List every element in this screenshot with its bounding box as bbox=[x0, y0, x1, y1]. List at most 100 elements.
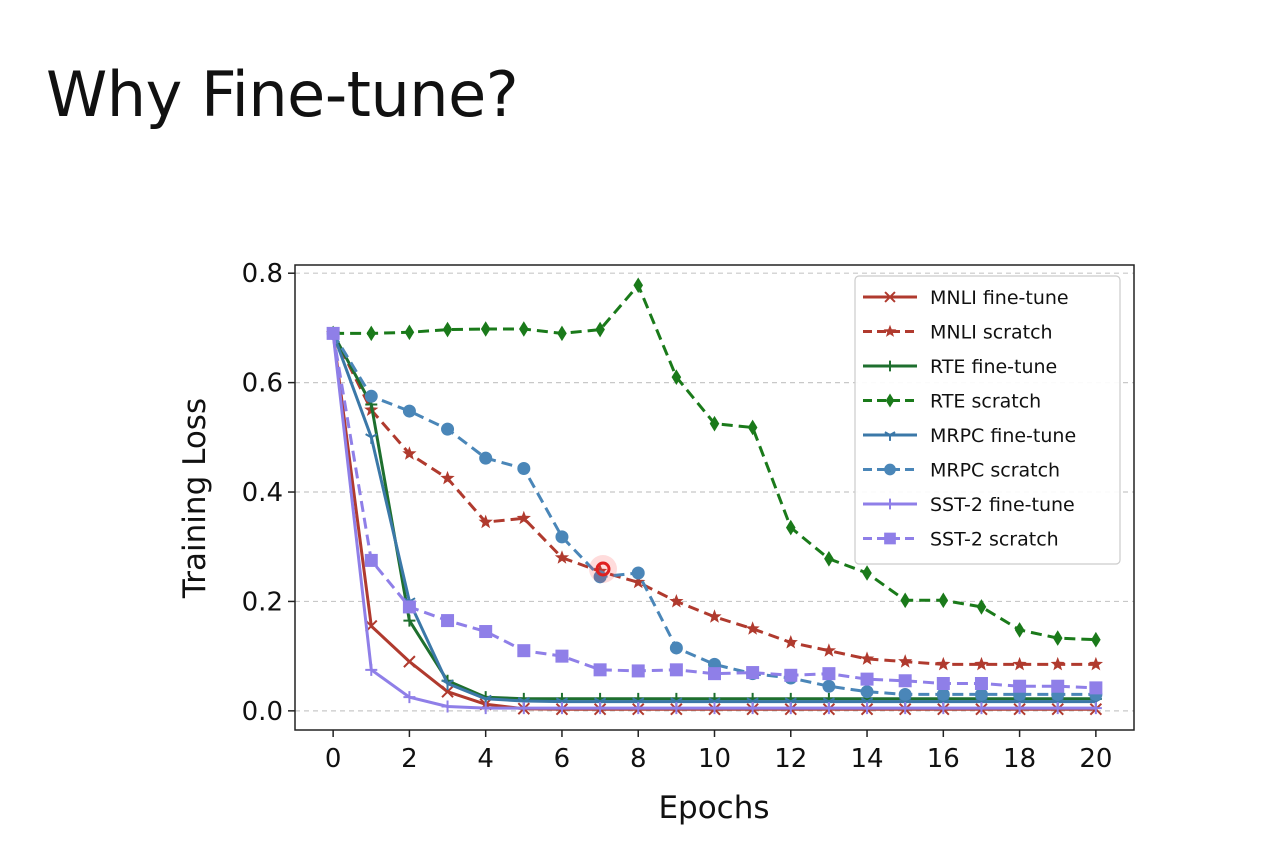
legend-label: SST-2 scratch bbox=[930, 529, 1059, 551]
series-line bbox=[331, 333, 1096, 690]
legend-entry: MNLI fine-tune bbox=[863, 287, 1069, 309]
data-point bbox=[860, 672, 874, 686]
legend-label: MNLI scratch bbox=[930, 322, 1053, 344]
legend-label: SST-2 fine-tune bbox=[930, 494, 1075, 516]
data-point bbox=[1088, 656, 1103, 671]
data-point bbox=[784, 702, 797, 715]
data-point bbox=[441, 422, 455, 436]
data-point bbox=[404, 324, 415, 341]
data-point bbox=[862, 565, 872, 581]
data-point bbox=[365, 663, 378, 676]
y-tick-label: 0.0 bbox=[242, 697, 283, 727]
legend-entry: MRPC scratch bbox=[863, 460, 1060, 482]
data-point bbox=[974, 687, 988, 701]
data-point bbox=[364, 553, 378, 567]
data-point bbox=[746, 666, 760, 680]
data-point bbox=[821, 643, 836, 657]
series-line bbox=[331, 332, 1096, 696]
data-point bbox=[479, 702, 492, 715]
data-point bbox=[440, 470, 455, 485]
data-point bbox=[1052, 630, 1063, 646]
data-point bbox=[517, 702, 530, 715]
data-point bbox=[976, 599, 987, 615]
data-point bbox=[669, 641, 683, 655]
data-point bbox=[402, 404, 416, 418]
x-tick-label: 16 bbox=[927, 744, 960, 774]
data-point bbox=[557, 325, 567, 342]
data-point bbox=[822, 679, 836, 693]
data-point bbox=[899, 702, 912, 715]
x-tick-label: 4 bbox=[477, 744, 494, 774]
tick-layer: 0 2 4 6 8 10 12 14 16 18 20 0.0 0.2 0.4 0.6 0.8 bbox=[242, 259, 1113, 774]
data-point bbox=[884, 431, 896, 441]
data-point bbox=[936, 656, 951, 671]
data-point bbox=[441, 685, 454, 698]
data-point bbox=[517, 462, 531, 476]
x-tick-label: 6 bbox=[554, 744, 571, 774]
data-point bbox=[747, 419, 758, 436]
data-point bbox=[403, 614, 416, 627]
data-point bbox=[900, 592, 910, 609]
data-point bbox=[441, 679, 454, 690]
data-point bbox=[1013, 702, 1026, 715]
x-tick-label: 20 bbox=[1079, 744, 1112, 774]
data-point bbox=[403, 655, 416, 668]
data-point bbox=[822, 702, 835, 715]
data-point bbox=[1051, 679, 1065, 693]
data-point bbox=[594, 702, 607, 715]
data-point bbox=[479, 625, 493, 639]
data-point bbox=[884, 360, 896, 372]
x-axis-label: Epochs bbox=[658, 790, 769, 826]
data-point bbox=[479, 451, 493, 465]
x-tick-label: 18 bbox=[1003, 744, 1036, 774]
data-point bbox=[785, 519, 796, 536]
y-tick-label: 0.2 bbox=[242, 587, 283, 617]
data-point bbox=[364, 389, 378, 403]
data-point bbox=[441, 700, 454, 713]
legend-entry: MRPC fine-tune bbox=[863, 425, 1076, 447]
legend-entry: SST-2 fine-tune bbox=[863, 494, 1075, 516]
y-tick-label: 0.6 bbox=[242, 369, 283, 399]
slide-title: Why Fine-tune? bbox=[46, 58, 519, 131]
data-point bbox=[898, 687, 912, 701]
data-point bbox=[632, 702, 645, 715]
legend-entry: SST-2 scratch bbox=[863, 529, 1059, 551]
x-tick-label: 8 bbox=[630, 744, 647, 774]
data-point bbox=[975, 702, 988, 715]
data-point bbox=[402, 600, 416, 614]
x-tick-label: 12 bbox=[774, 744, 807, 774]
data-point bbox=[824, 550, 834, 567]
legend-label: MRPC scratch bbox=[930, 460, 1060, 482]
data-point bbox=[633, 277, 644, 294]
legend-box bbox=[854, 275, 1121, 565]
data-point bbox=[671, 369, 682, 385]
x-tick-label: 0 bbox=[325, 744, 342, 774]
data-point bbox=[670, 702, 683, 715]
legend-entry: RTE fine-tune bbox=[863, 356, 1057, 378]
data-point bbox=[1089, 681, 1103, 695]
series-mrpc-scratch bbox=[326, 326, 1103, 701]
data-point bbox=[519, 321, 529, 337]
data-point bbox=[669, 594, 684, 608]
data-point bbox=[517, 644, 531, 658]
data-point bbox=[554, 550, 570, 564]
data-point bbox=[1091, 631, 1101, 648]
series-sst-2-fine-tune bbox=[327, 327, 1102, 715]
y-tick-label: 0.8 bbox=[242, 259, 283, 289]
data-point bbox=[859, 651, 875, 665]
legend: MNLI fine-tune MNLI scratch RTE fine-tune R… bbox=[854, 275, 1121, 565]
x-tick-label: 2 bbox=[401, 744, 418, 774]
data-point bbox=[631, 574, 646, 589]
data-point bbox=[937, 702, 950, 715]
data-point bbox=[555, 702, 568, 715]
series-rte-scratch bbox=[328, 277, 1101, 648]
data-point bbox=[631, 664, 645, 678]
cursor-indicator bbox=[589, 555, 617, 583]
data-point bbox=[1051, 702, 1064, 715]
data-point bbox=[860, 685, 874, 699]
legend-label: MNLI fine-tune bbox=[930, 287, 1069, 309]
data-point bbox=[745, 621, 760, 635]
series-sst-2-scratch bbox=[326, 326, 1103, 695]
data-point bbox=[669, 663, 683, 677]
